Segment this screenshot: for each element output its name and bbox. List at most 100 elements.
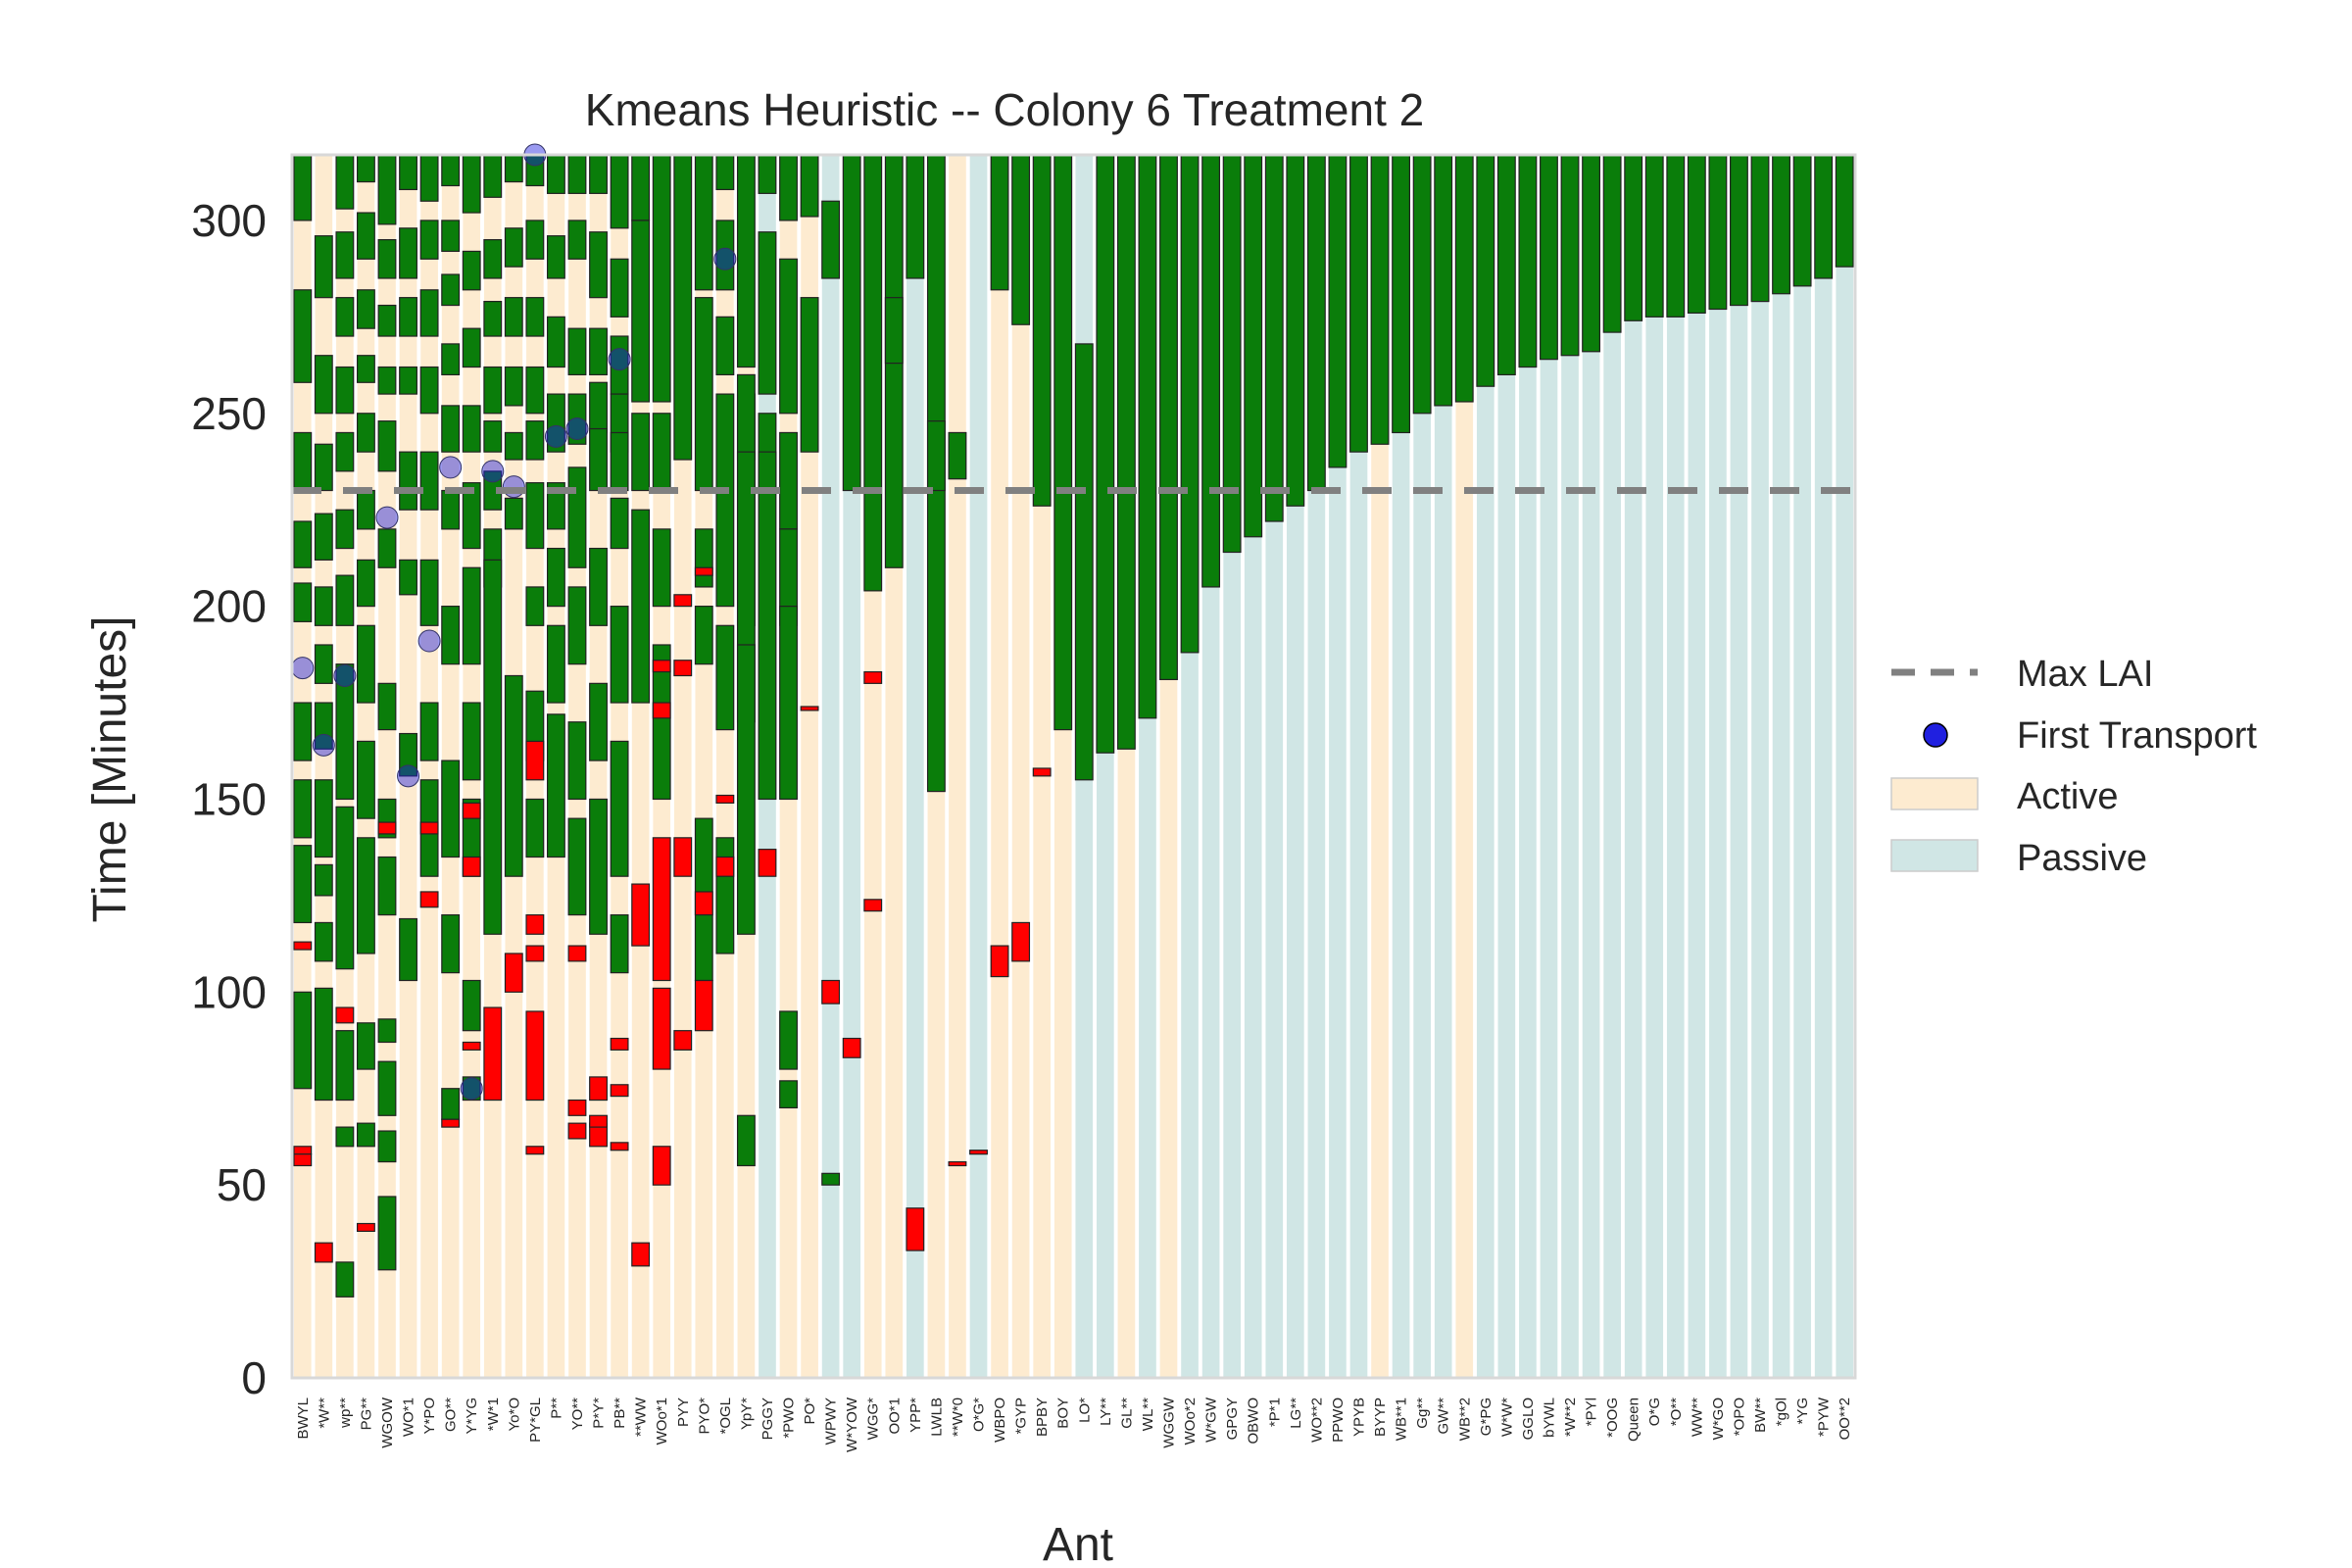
x-tick-label: PPWO — [1330, 1397, 1347, 1443]
transport-segment — [504, 366, 523, 407]
transport-segment — [589, 381, 608, 434]
transport-segment — [399, 451, 417, 511]
y-tick-label: 100 — [191, 966, 267, 1017]
red-segment — [314, 1242, 333, 1263]
first-transport-point — [502, 475, 525, 499]
x-tick-label: P*Y* — [591, 1397, 608, 1429]
transport-segment — [589, 327, 608, 376]
x-tick-label: WGOW — [379, 1396, 396, 1447]
red-segment — [441, 1118, 461, 1128]
transport-segment — [377, 856, 397, 916]
transport-segment — [399, 559, 417, 596]
transport-segment — [441, 760, 461, 858]
transport-segment — [610, 258, 629, 318]
x-tick-label: LG** — [1288, 1397, 1304, 1429]
first-transport-point — [713, 247, 737, 270]
x-tick-label: GGLO — [1520, 1397, 1537, 1440]
transport-segment — [314, 921, 333, 962]
transport-segment — [884, 297, 904, 365]
red-segment — [567, 1122, 587, 1140]
transport-segment — [567, 586, 587, 665]
transport-segment — [736, 1114, 756, 1167]
transport-segment — [377, 682, 397, 731]
x-tick-label: WPWY — [823, 1397, 840, 1445]
red-segment — [525, 1146, 545, 1155]
x-tick-label: *W** — [316, 1397, 332, 1429]
transport-segment — [779, 606, 798, 801]
x-tick-label: GO** — [443, 1397, 460, 1432]
transport-segment — [441, 273, 461, 307]
transport-segment — [1116, 154, 1136, 750]
transport-segment — [441, 343, 461, 376]
transport-segment — [694, 154, 713, 291]
x-tick-label: *PWO — [781, 1397, 798, 1439]
x-tick-label: WB**1 — [1394, 1397, 1410, 1441]
red-segment — [631, 1242, 651, 1267]
x-tick-label: LO* — [1076, 1397, 1093, 1423]
transport-segment — [673, 154, 693, 461]
transport-segment — [567, 220, 587, 260]
x-tick-label: Y*YG — [464, 1397, 480, 1435]
transport-segment — [863, 154, 883, 592]
transport-segment — [335, 663, 355, 801]
red-segment — [673, 594, 693, 608]
x-tick-label: GW** — [1436, 1397, 1452, 1435]
y-tick-label: 250 — [191, 388, 267, 439]
red-segment — [293, 1146, 313, 1155]
transport-segment — [926, 420, 946, 492]
x-tick-label: PY*GL — [527, 1397, 544, 1443]
x-tick-label: LY** — [1098, 1397, 1114, 1426]
transport-segment — [1138, 154, 1157, 719]
red-segment — [652, 1146, 671, 1186]
x-tick-label: O*G* — [971, 1397, 988, 1432]
x-tick-label: YPYB — [1350, 1397, 1367, 1437]
x-tick-label: OBWO — [1246, 1397, 1262, 1445]
red-segment — [504, 953, 523, 993]
transport-segment — [567, 466, 587, 568]
x-tick-label: wp** — [337, 1397, 354, 1429]
x-tick-label: WGGW — [1160, 1396, 1177, 1447]
transport-segment — [525, 366, 545, 415]
ant-state-bar — [1793, 155, 1811, 1378]
transport-segment — [462, 405, 481, 453]
x-tick-label: WL** — [1140, 1397, 1156, 1431]
transport-segment — [335, 231, 355, 279]
transport-segment — [821, 1172, 841, 1186]
transport-segment — [694, 528, 713, 588]
red-segment — [715, 794, 735, 805]
transport-segment — [1201, 154, 1221, 588]
red-segment — [589, 1076, 608, 1102]
transport-segment — [567, 393, 587, 445]
red-segment — [525, 1010, 545, 1102]
ant-state-bar — [1455, 155, 1474, 1378]
x-tick-label: WOo*2 — [1182, 1397, 1199, 1445]
x-axis-ticks: BWYL *W** wp** PG** WGOW WO*1 Y*PO GO** Y*YG *W*1… — [295, 1396, 1853, 1452]
legend-active-label: Active — [2017, 776, 2118, 817]
red-segment — [462, 802, 481, 819]
transport-segment — [377, 1196, 397, 1271]
x-tick-label: YPP* — [907, 1397, 924, 1433]
transport-segment — [694, 606, 713, 665]
red-segment — [610, 1142, 629, 1152]
red-segment — [483, 1006, 503, 1102]
transport-segment — [779, 258, 798, 415]
transport-segment — [419, 451, 439, 511]
transport-segment — [1730, 154, 1748, 307]
transport-segment — [357, 1122, 375, 1148]
legend-active-swatch — [1890, 777, 1979, 810]
x-tick-label: Yo*O — [506, 1397, 522, 1431]
red-segment — [652, 987, 671, 1070]
x-tick-label: W*YOW — [844, 1396, 860, 1452]
ant-state-bar — [673, 155, 692, 1378]
transport-segment — [483, 301, 503, 337]
transport-segment — [357, 624, 375, 704]
ant-state-bar — [315, 155, 333, 1378]
transport-segment — [589, 427, 608, 492]
transport-segment — [377, 304, 397, 337]
transport-segment — [462, 1076, 481, 1102]
red-segment — [525, 740, 545, 781]
x-tick-label: WO*1 — [401, 1397, 417, 1437]
transport-segment — [589, 682, 608, 761]
transport-segment — [441, 489, 461, 530]
transport-segment — [715, 837, 735, 955]
